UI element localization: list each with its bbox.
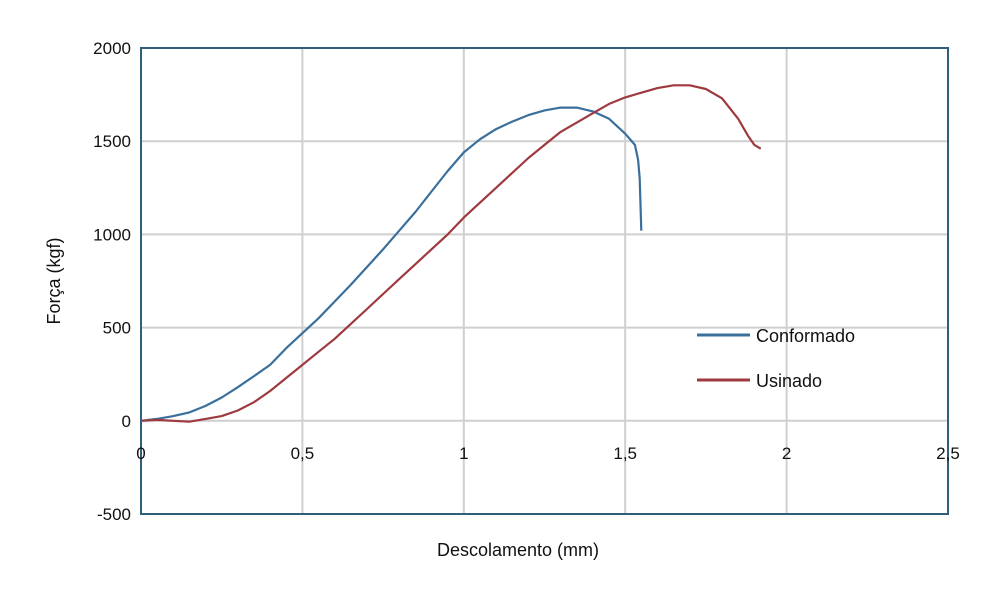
y-tick-label: 0 xyxy=(122,412,131,431)
x-axis-title: Descolamento (mm) xyxy=(437,540,599,560)
y-tick-label: 2000 xyxy=(93,39,131,58)
series-layer xyxy=(140,84,762,423)
x-tick-label: 1 xyxy=(459,444,468,463)
y-axis-ticks: -500 0 500 1000 1500 2000 xyxy=(93,39,131,524)
y-tick-label: -500 xyxy=(97,505,131,524)
series-line-conformado xyxy=(140,106,643,422)
x-tick-label: 1,5 xyxy=(613,444,637,463)
x-tick-label: 0,5 xyxy=(291,444,315,463)
y-tick-label: 1500 xyxy=(93,132,131,151)
y-tick-label: 500 xyxy=(103,319,131,338)
plot-area-border xyxy=(140,47,949,515)
x-axis-ticks: 0 0,5 1 1,5 2 2,5 xyxy=(136,444,960,463)
y-axis-title: Força (kgf) xyxy=(44,237,64,324)
legend-label-usinado: Usinado xyxy=(756,371,822,391)
legend-label-conformado: Conformado xyxy=(756,326,855,346)
x-tick-label: 2 xyxy=(782,444,791,463)
x-tick-label: 2,5 xyxy=(936,444,960,463)
grid xyxy=(140,47,949,515)
series-line-usinado xyxy=(140,84,762,423)
y-tick-label: 1000 xyxy=(93,225,131,244)
legend: Conformado Usinado xyxy=(697,326,855,391)
x-tick-label: 0 xyxy=(136,444,145,463)
